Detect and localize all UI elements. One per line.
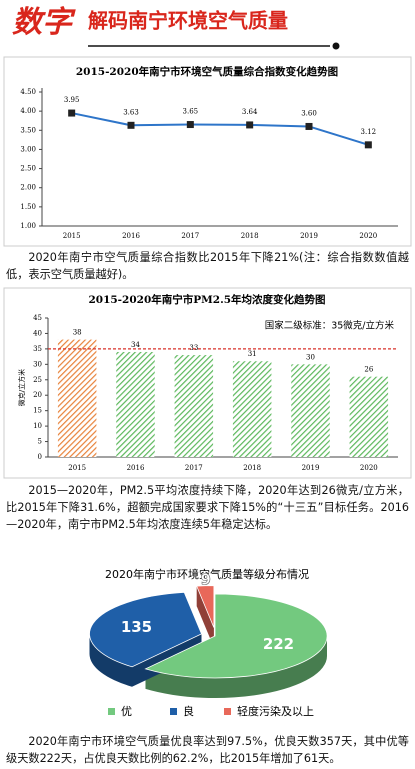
chart-title: 2015-2020年南宁市环境空气质量综合指数变化趋势图: [76, 65, 338, 78]
x-tick-label: 2019: [300, 232, 318, 240]
pie-slice: [89, 591, 203, 668]
bar: [291, 364, 330, 457]
chart-title: 2015-2020年南宁市PM2.5年均浓度变化趋势图: [88, 293, 325, 306]
data-label: 31: [248, 350, 257, 358]
marker: [127, 121, 135, 129]
x-tick-label: 2016: [127, 464, 145, 472]
y-tick-label: 45: [33, 314, 42, 322]
legend-swatch: [224, 708, 231, 715]
x-tick-label: 2020: [360, 464, 378, 472]
chart-frame: [3, 287, 412, 479]
data-label: 30: [306, 353, 315, 361]
bar: [174, 355, 214, 457]
bar: [116, 351, 155, 457]
x-tick-label: 2017: [181, 232, 199, 240]
legend-label: 优: [121, 705, 132, 718]
paragraph: 2015—2020年，PM2.5平均浓度持续下降，2020年达到26微克/立方米…: [6, 484, 409, 531]
header-title: 解码南宁环境空气质量: [88, 9, 288, 33]
bar: [57, 339, 97, 457]
data-label: 222: [263, 635, 294, 653]
x-tick-label: 2016: [122, 232, 140, 240]
bar: [349, 376, 389, 457]
y-tick-label: 30: [33, 360, 42, 368]
data-label: 3.60: [301, 109, 317, 117]
y-tick-label: 1.50: [20, 203, 36, 211]
data-label: 3.95: [64, 96, 80, 104]
y-tick-label: 10: [33, 422, 42, 430]
y-tick-label: 0: [38, 453, 42, 461]
y-axis-label: 微克/立方米: [17, 369, 26, 406]
y-tick-label: 4.00: [20, 107, 36, 115]
chart-frame: [3, 56, 412, 247]
y-tick-label: 2.50: [20, 165, 36, 173]
data-label: 33: [189, 344, 198, 352]
x-tick-label: 2015: [68, 464, 86, 472]
marker: [186, 121, 194, 129]
y-tick-label: 40: [33, 329, 42, 337]
chart-title: 2020年南宁市环境空气质量等级分布情况: [105, 567, 309, 581]
x-tick-label: 2018: [241, 232, 259, 240]
data-label: 9: [200, 570, 210, 588]
reference-label: 国家二级标准：35微克/立方米: [265, 320, 395, 332]
data-label: 3.64: [242, 108, 258, 116]
marker: [364, 141, 372, 149]
x-tick-label: 2017: [185, 464, 203, 472]
marker: [305, 122, 313, 130]
pie-slice: [196, 585, 215, 628]
y-tick-label: 3.00: [20, 145, 36, 153]
y-tick-label: 1.00: [20, 222, 36, 230]
pie-wall: [145, 636, 327, 698]
legend-label: 良: [183, 704, 194, 718]
data-label: 38: [73, 329, 82, 337]
y-tick-label: 5: [38, 438, 42, 446]
x-tick-label: 2020: [359, 232, 377, 240]
marker: [68, 109, 76, 117]
legend-swatch: [108, 708, 115, 715]
y-tick-label: 35: [33, 345, 42, 353]
data-label: 3.65: [183, 108, 199, 116]
y-tick-label: 2.00: [20, 184, 36, 192]
data-label: 135: [121, 618, 152, 636]
legend-swatch: [170, 708, 177, 715]
pie-slice: [144, 593, 328, 679]
legend-label: 轻度污染及以上: [237, 704, 314, 718]
data-label: 34: [131, 341, 140, 349]
x-tick-label: 2019: [302, 464, 320, 472]
y-tick-label: 3.50: [20, 126, 36, 134]
x-tick-label: 2018: [243, 464, 261, 472]
pie-wall: [89, 633, 132, 687]
paragraph: 2020年南宁市空气质量综合指数比2015年下降21%(注：综合指数数值越低，表…: [6, 251, 409, 281]
marker: [246, 121, 254, 129]
header-badge: 数字: [12, 5, 76, 40]
data-label: 3.12: [361, 128, 377, 136]
data-label: 3.63: [123, 108, 139, 116]
y-tick-label: 25: [33, 376, 42, 384]
paragraph: 2020年南宁市环境空气质量优良率达到97.5%，优良天数357天，其中优等级天…: [6, 735, 409, 765]
data-label: 26: [364, 366, 373, 374]
header-dot: [332, 42, 340, 50]
bar: [232, 361, 272, 457]
y-tick-label: 4.50: [20, 88, 36, 96]
y-tick-label: 20: [33, 391, 42, 399]
y-tick-label: 15: [33, 407, 42, 415]
line: [71, 112, 369, 146]
x-tick-label: 2015: [63, 232, 81, 240]
pie-side: [196, 586, 214, 648]
